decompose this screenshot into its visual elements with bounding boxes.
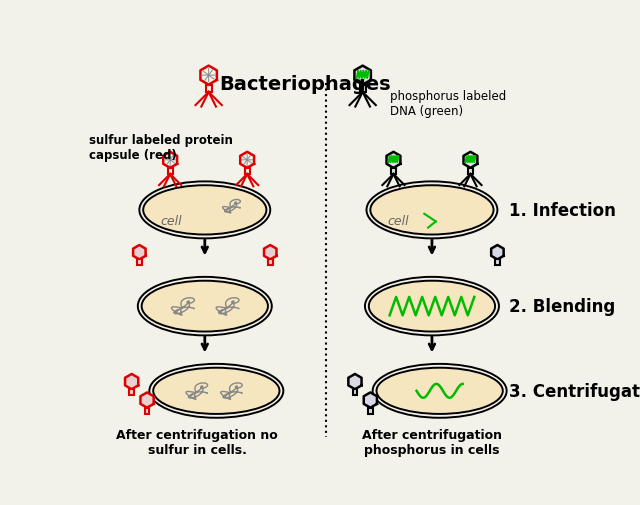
Polygon shape [391, 169, 396, 175]
Text: Bacteriophages: Bacteriophages [219, 74, 390, 93]
Polygon shape [360, 85, 365, 93]
Text: cell: cell [160, 215, 182, 228]
Polygon shape [355, 67, 371, 85]
Ellipse shape [371, 186, 493, 235]
Text: 1. Infection: 1. Infection [509, 201, 616, 220]
Polygon shape [268, 260, 273, 266]
FancyBboxPatch shape [82, 61, 575, 449]
Text: sulfur labeled protein
capsule (red): sulfur labeled protein capsule (red) [90, 134, 233, 162]
Polygon shape [129, 389, 134, 395]
Polygon shape [368, 408, 372, 414]
Text: 3. Centrifugation: 3. Centrifugation [509, 382, 640, 400]
Polygon shape [495, 260, 500, 266]
Polygon shape [137, 260, 141, 266]
Polygon shape [133, 245, 145, 260]
Polygon shape [353, 389, 357, 395]
Text: After centrifugation no
sulfur in cells.: After centrifugation no sulfur in cells. [116, 428, 278, 456]
Text: phosphorus labeled
DNA (green): phosphorus labeled DNA (green) [390, 90, 506, 118]
Ellipse shape [141, 281, 268, 332]
Ellipse shape [143, 186, 266, 235]
Polygon shape [264, 245, 276, 260]
Polygon shape [468, 169, 473, 175]
Ellipse shape [369, 281, 495, 332]
Text: 2. Blending: 2. Blending [509, 297, 615, 316]
Polygon shape [145, 408, 150, 414]
Polygon shape [125, 374, 138, 389]
Polygon shape [463, 153, 477, 169]
Polygon shape [140, 393, 154, 408]
Polygon shape [387, 153, 401, 169]
Ellipse shape [376, 368, 503, 414]
Text: cell: cell [387, 215, 409, 228]
Text: After centrifugation
phosphorus in cells: After centrifugation phosphorus in cells [362, 428, 502, 456]
Polygon shape [348, 374, 362, 389]
Polygon shape [491, 245, 504, 260]
Polygon shape [364, 393, 377, 408]
Ellipse shape [153, 368, 280, 414]
